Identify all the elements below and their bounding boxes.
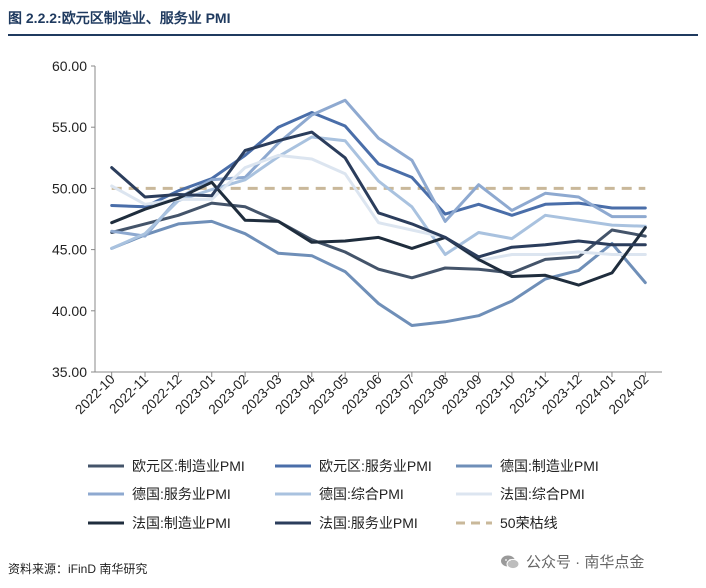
legend-label-4: 德国:综合PMI [319, 486, 404, 502]
wechat-icon [500, 554, 520, 570]
y-tick-label: 45.00 [52, 242, 87, 258]
y-tick-label: 50.00 [52, 180, 87, 196]
series-line-1 [110, 111, 647, 217]
legend-label-0: 欧元区:制造业PMI [132, 458, 245, 474]
watermark-text: 公众号 · 南华点金 [526, 554, 645, 571]
legend-label-5: 法国:综合PMI [500, 486, 585, 502]
series-line-7 [110, 130, 647, 259]
series-line-5 [110, 153, 647, 263]
series-line-0 [110, 201, 647, 280]
series-line-6 [110, 180, 647, 287]
legend-label-2: 德国:制造业PMI [500, 458, 599, 474]
legend-label-6: 法国:制造业PMI [132, 515, 231, 531]
y-tick-label: 40.00 [52, 303, 87, 319]
y-tick-label: 35.00 [52, 364, 87, 380]
legend-label-7: 法国:服务业PMI [319, 515, 418, 531]
source-note: 资料来源：iFinD 南华研究 [8, 562, 148, 576]
page-title: 图 2.2.2:欧元区制造业、服务业 PMI [8, 10, 231, 26]
series-line-2 [110, 219, 647, 327]
series-line-3 [110, 98, 647, 238]
title-divider [8, 34, 698, 36]
legend-label-1: 欧元区:服务业PMI [319, 458, 432, 474]
legend-label-3: 德国:服务业PMI [132, 486, 231, 502]
y-tick-label: 55.00 [52, 119, 87, 135]
legend-label-8: 50荣枯线 [500, 515, 558, 531]
y-tick-label: 60.00 [52, 58, 87, 74]
watermark: 公众号 · 南华点金 [500, 551, 644, 572]
series-line-4 [110, 135, 647, 256]
